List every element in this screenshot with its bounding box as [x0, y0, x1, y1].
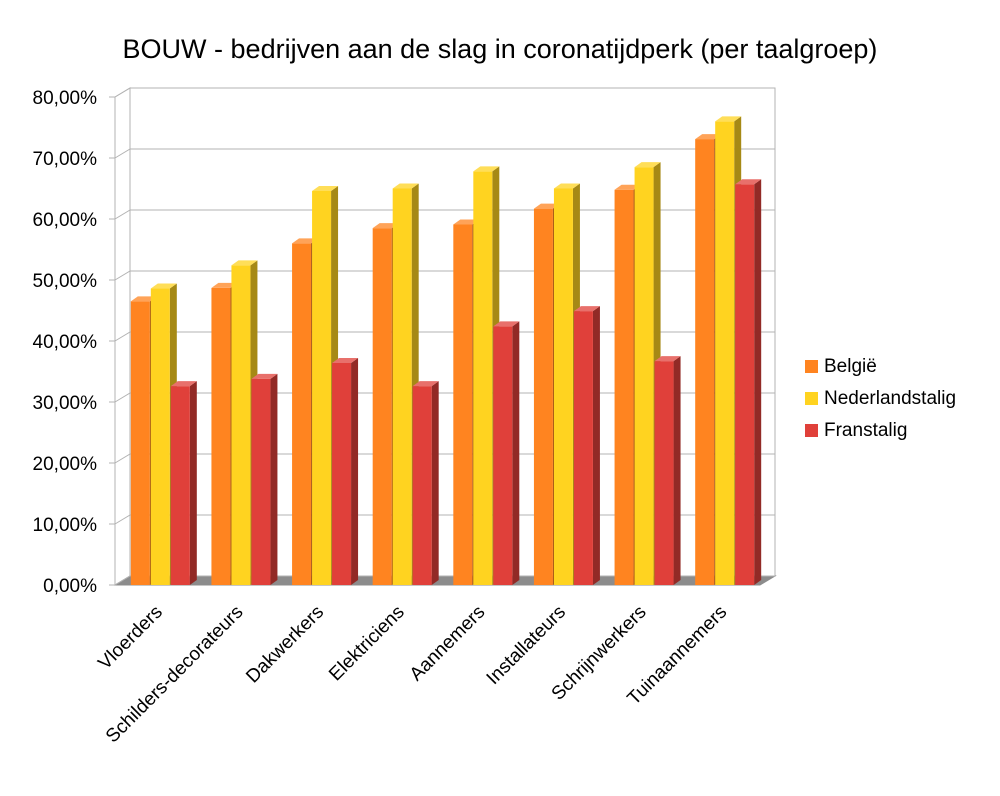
- bar-front: [251, 379, 270, 585]
- bar: [251, 374, 277, 585]
- bar: [332, 358, 358, 585]
- legend-label: Nederlandstalig: [824, 388, 956, 409]
- x-category-label: Dakwerkers: [242, 602, 328, 688]
- bar-front: [211, 288, 230, 585]
- bar-front: [715, 121, 734, 585]
- bar-front: [453, 224, 472, 585]
- bar: [574, 306, 600, 585]
- bar-front: [151, 289, 170, 585]
- bar-front: [332, 363, 351, 585]
- bar-side: [512, 321, 519, 585]
- bar-front: [554, 189, 573, 586]
- bar-side: [432, 381, 439, 585]
- bar-front: [493, 326, 512, 585]
- y-tick-label: 70,00%: [33, 149, 98, 170]
- bar-front: [131, 301, 150, 585]
- bar: [735, 179, 761, 585]
- bar-front: [574, 311, 593, 585]
- bar-front: [312, 191, 331, 585]
- x-category-label: Aannemers: [406, 602, 490, 686]
- bar-front: [171, 386, 190, 585]
- bar-front: [373, 228, 392, 585]
- bar-front: [695, 139, 714, 585]
- legend-swatch: [805, 360, 818, 373]
- y-tick-label: 80,00%: [33, 88, 98, 109]
- legend-item: Franstalig: [805, 420, 907, 441]
- x-category-label: Elektriciens: [325, 602, 409, 686]
- bar-side: [593, 306, 600, 585]
- legend: België Nederlandstalig Franstalig: [805, 356, 956, 441]
- bar-front: [231, 265, 250, 585]
- bar-front: [534, 209, 553, 585]
- bar-front: [615, 190, 634, 585]
- bar-side: [351, 358, 358, 585]
- bar-side: [754, 179, 761, 585]
- bar-front: [292, 243, 311, 585]
- bar: [171, 381, 197, 585]
- bar-side: [190, 381, 197, 585]
- bar: [655, 356, 681, 585]
- y-tick-label: 50,00%: [33, 271, 98, 292]
- bar-front: [393, 189, 412, 586]
- y-tick-label: 60,00%: [33, 210, 98, 231]
- bar-front: [473, 171, 492, 585]
- y-tick-label: 40,00%: [33, 332, 98, 353]
- bar-front: [655, 361, 674, 585]
- x-axis-categories: VloerdersSchilders-decorateursDakwerkers…: [94, 602, 731, 748]
- bar-side: [674, 356, 681, 585]
- bar: [493, 321, 519, 585]
- legend-label: Franstalig: [824, 420, 907, 441]
- y-tick-label: 30,00%: [33, 393, 98, 414]
- legend-item: Nederlandstalig: [805, 388, 956, 409]
- bar-side: [270, 374, 277, 585]
- y-tick-label: 10,00%: [33, 515, 98, 536]
- chart-title: BOUW - bedrijven aan de slag in coronati…: [123, 34, 878, 64]
- bar-front: [413, 386, 432, 585]
- legend-swatch: [805, 424, 818, 437]
- legend-item: België: [805, 356, 877, 377]
- y-tick-label: 0,00%: [43, 576, 97, 597]
- y-axis-ticks: 0,00% 10,00% 20,00% 30,00% 40,00% 50,00% 60,00…: [33, 88, 98, 597]
- bar-front: [635, 167, 654, 585]
- legend-label: België: [824, 356, 877, 377]
- bar-front: [735, 184, 754, 585]
- x-category-label: Schilders-decorateurs: [102, 602, 248, 748]
- bar: [413, 381, 439, 585]
- x-category-label: Installateurs: [483, 602, 570, 689]
- x-category-label: Vloerders: [94, 602, 166, 674]
- legend-swatch: [805, 392, 818, 405]
- y-tick-label: 20,00%: [33, 454, 98, 475]
